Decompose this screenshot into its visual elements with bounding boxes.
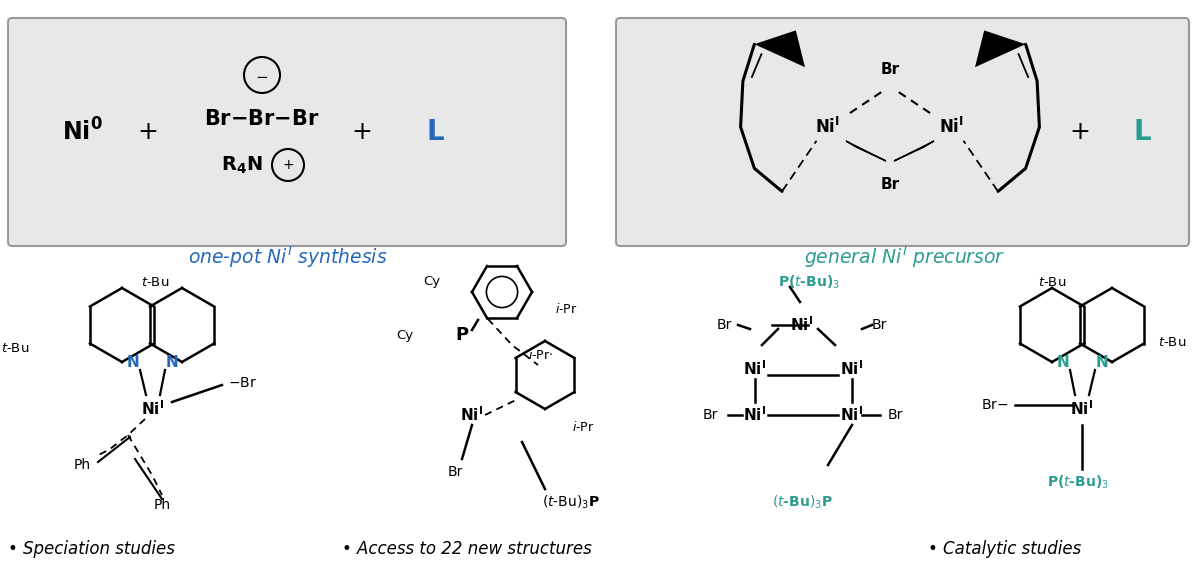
Text: $i$-Pr: $i$-Pr: [572, 420, 595, 434]
Circle shape: [272, 149, 304, 181]
Text: • Access to 22 new structures: • Access to 22 new structures: [342, 540, 592, 558]
Polygon shape: [846, 141, 886, 161]
Text: $\mathbf{Ni^I}$: $\mathbf{Ni^I}$: [461, 406, 484, 424]
Text: $-$Br: $-$Br: [228, 376, 257, 390]
Text: Ph: Ph: [73, 458, 90, 472]
Polygon shape: [974, 31, 1026, 67]
Text: $\mathit{general\ Ni^I\ precursor}$: $\mathit{general\ Ni^I\ precursor}$: [804, 244, 1006, 270]
Text: $t$-Bu: $t$-Bu: [1038, 275, 1066, 288]
Text: $\mathbf{Ni^0}$: $\mathbf{Ni^0}$: [61, 119, 102, 146]
Text: $\mathbf{N}$: $\mathbf{N}$: [1056, 354, 1069, 370]
Text: Br: Br: [716, 318, 732, 332]
Text: Br: Br: [872, 318, 887, 332]
Text: $\mathbf{Ni^I}$: $\mathbf{Ni^I}$: [744, 360, 767, 379]
Text: +: +: [352, 120, 372, 144]
Text: $i$-Pr$\cdot$: $i$-Pr$\cdot$: [528, 348, 553, 362]
Text: Br$-$: Br$-$: [980, 398, 1008, 412]
Text: Br: Br: [703, 408, 718, 422]
Text: $-$: $-$: [256, 68, 269, 83]
Text: $\mathbf{Ni^I}$: $\mathbf{Ni^I}$: [816, 117, 840, 137]
Text: $+$: $+$: [282, 158, 294, 172]
Text: $\mathbf{Ni^I}$: $\mathbf{Ni^I}$: [940, 117, 965, 137]
FancyBboxPatch shape: [616, 18, 1189, 246]
Text: Ph: Ph: [154, 498, 170, 512]
Text: $\mathbf{Ni^I}$: $\mathbf{Ni^I}$: [1070, 400, 1093, 419]
Text: $i$-Pr: $i$-Pr: [554, 302, 577, 316]
Text: +: +: [138, 120, 158, 144]
Text: • Speciation studies: • Speciation studies: [8, 540, 175, 558]
Text: $t$-Bu: $t$-Bu: [1158, 336, 1186, 349]
Circle shape: [244, 57, 280, 93]
Text: $t$-Bu: $t$-Bu: [1, 342, 29, 356]
Text: $\mathbf{Ni^I}$: $\mathbf{Ni^I}$: [840, 406, 864, 424]
Text: $\mathbf{Br{-}Br{-}Br}$: $\mathbf{Br{-}Br{-}Br}$: [204, 109, 319, 129]
Text: $\mathbf{R_4N}$: $\mathbf{R_4N}$: [221, 154, 263, 176]
Text: $\mathbf{Ni^I}$: $\mathbf{Ni^I}$: [744, 406, 767, 424]
FancyBboxPatch shape: [8, 18, 566, 246]
Text: $\mathbf{N}$: $\mathbf{N}$: [126, 354, 139, 370]
Text: $\mathbf{Ni^I}$: $\mathbf{Ni^I}$: [791, 316, 814, 335]
Text: $\mathbf{N}$: $\mathbf{N}$: [1096, 354, 1109, 370]
Text: $\mathbf{P}$: $\mathbf{P}$: [455, 326, 469, 344]
Text: +: +: [1069, 120, 1091, 144]
Text: Br: Br: [448, 465, 463, 479]
Text: Cy: Cy: [396, 329, 414, 342]
Polygon shape: [894, 141, 934, 161]
Text: Br: Br: [881, 177, 900, 192]
Text: $\mathbf{P}$($t$-Bu)$_3$: $\mathbf{P}$($t$-Bu)$_3$: [1046, 473, 1109, 491]
Text: $\mathbf{N}$: $\mathbf{N}$: [166, 354, 179, 370]
Text: $\mathit{one}$-$\mathit{pot\ Ni^I\ synthesis}$: $\mathit{one}$-$\mathit{pot\ Ni^I\ synth…: [188, 244, 388, 270]
Text: Br: Br: [881, 62, 900, 77]
Text: Cy: Cy: [424, 275, 440, 288]
Text: $\mathbf{L}$: $\mathbf{L}$: [1133, 118, 1152, 146]
Text: • Catalytic studies: • Catalytic studies: [928, 540, 1081, 558]
Text: $(\mathit{t}$-Bu$)_3\mathbf{P}$: $(\mathit{t}$-Bu$)_3\mathbf{P}$: [542, 493, 600, 511]
Text: $\mathbf{Ni^I}$: $\mathbf{Ni^I}$: [142, 400, 164, 419]
Text: $\mathbf{Ni^I}$: $\mathbf{Ni^I}$: [840, 360, 864, 379]
Text: $(\mathit{t}$-Bu$)_3\mathbf{P}$: $(\mathit{t}$-Bu$)_3\mathbf{P}$: [772, 493, 833, 511]
Text: Br: Br: [888, 408, 904, 422]
Text: $\mathbf{L}$: $\mathbf{L}$: [426, 118, 444, 146]
Text: $\mathbf{P}$($t$-Bu)$_3$: $\mathbf{P}$($t$-Bu)$_3$: [778, 274, 840, 291]
Text: $t$-Bu: $t$-Bu: [140, 275, 169, 288]
Polygon shape: [755, 31, 805, 67]
